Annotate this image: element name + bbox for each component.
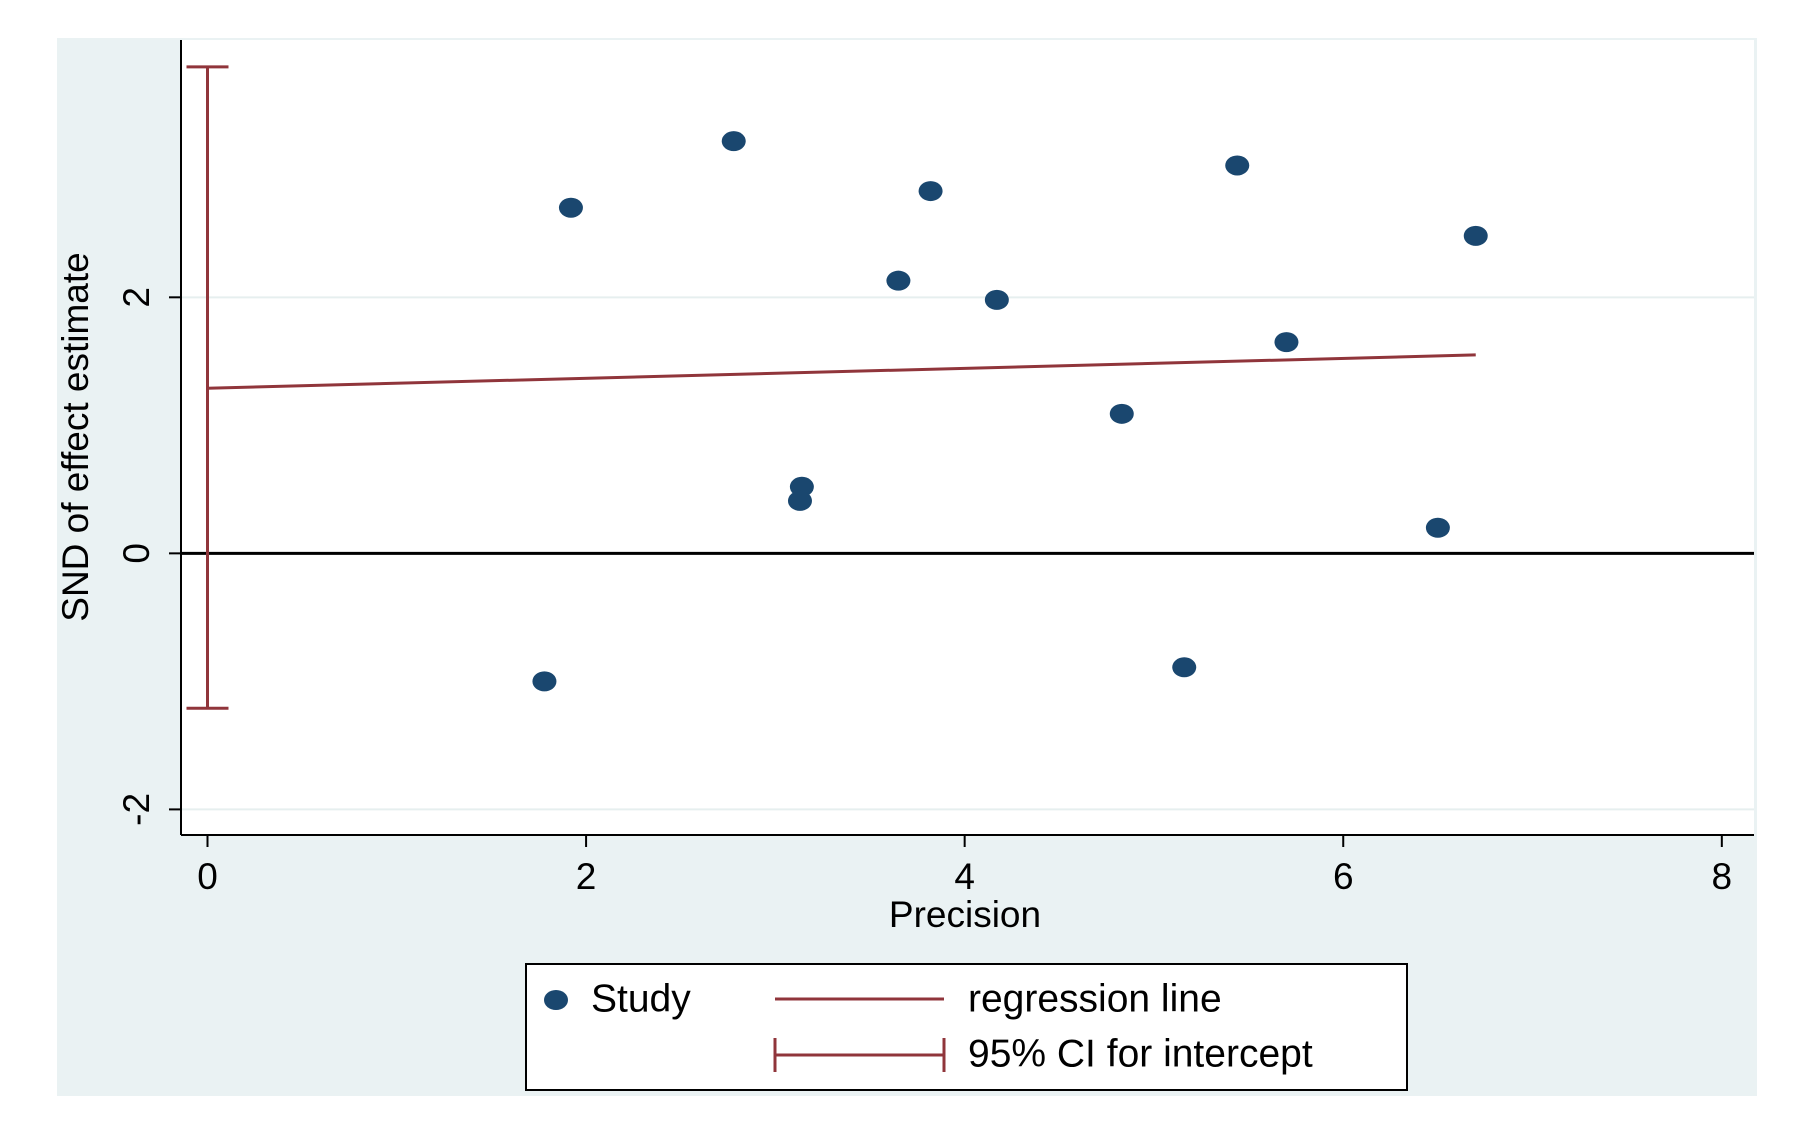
study-point: [1225, 155, 1250, 176]
study-point: [532, 671, 557, 692]
regression-line: [207, 353, 1476, 390]
y-tick-label: -2: [116, 793, 157, 826]
study-point: [1425, 517, 1450, 538]
legend-marker: [544, 990, 568, 1010]
x-tick-label: 8: [1712, 856, 1733, 897]
plot-area: [181, 40, 1754, 835]
x-tick-label: 6: [1333, 856, 1354, 897]
x-tick-label: 4: [954, 856, 975, 897]
y-axis-label: SND of effect estimate: [55, 252, 96, 621]
study-point: [984, 289, 1009, 310]
study-point: [1172, 657, 1197, 678]
study-point: [1109, 403, 1134, 424]
legend-label: regression line: [968, 977, 1222, 1020]
x-axis-label: Precision: [889, 894, 1041, 935]
study-point: [918, 181, 943, 202]
legend-ci: [773, 1038, 946, 1072]
study-point: [1463, 225, 1488, 246]
study-point: [1274, 332, 1299, 353]
study-point: [558, 197, 583, 218]
study-point: [787, 490, 812, 511]
study-point: [886, 270, 911, 291]
legend-label: 95% CI for intercept: [968, 1032, 1313, 1075]
x-tick-label: 0: [197, 856, 218, 897]
x-tick-label: 2: [576, 856, 597, 897]
study-point: [721, 131, 746, 152]
legend-label: Study: [591, 977, 691, 1020]
legend: [525, 963, 1408, 1091]
y-tick-label: 0: [116, 543, 157, 564]
y-tick-label: 2: [116, 287, 157, 308]
